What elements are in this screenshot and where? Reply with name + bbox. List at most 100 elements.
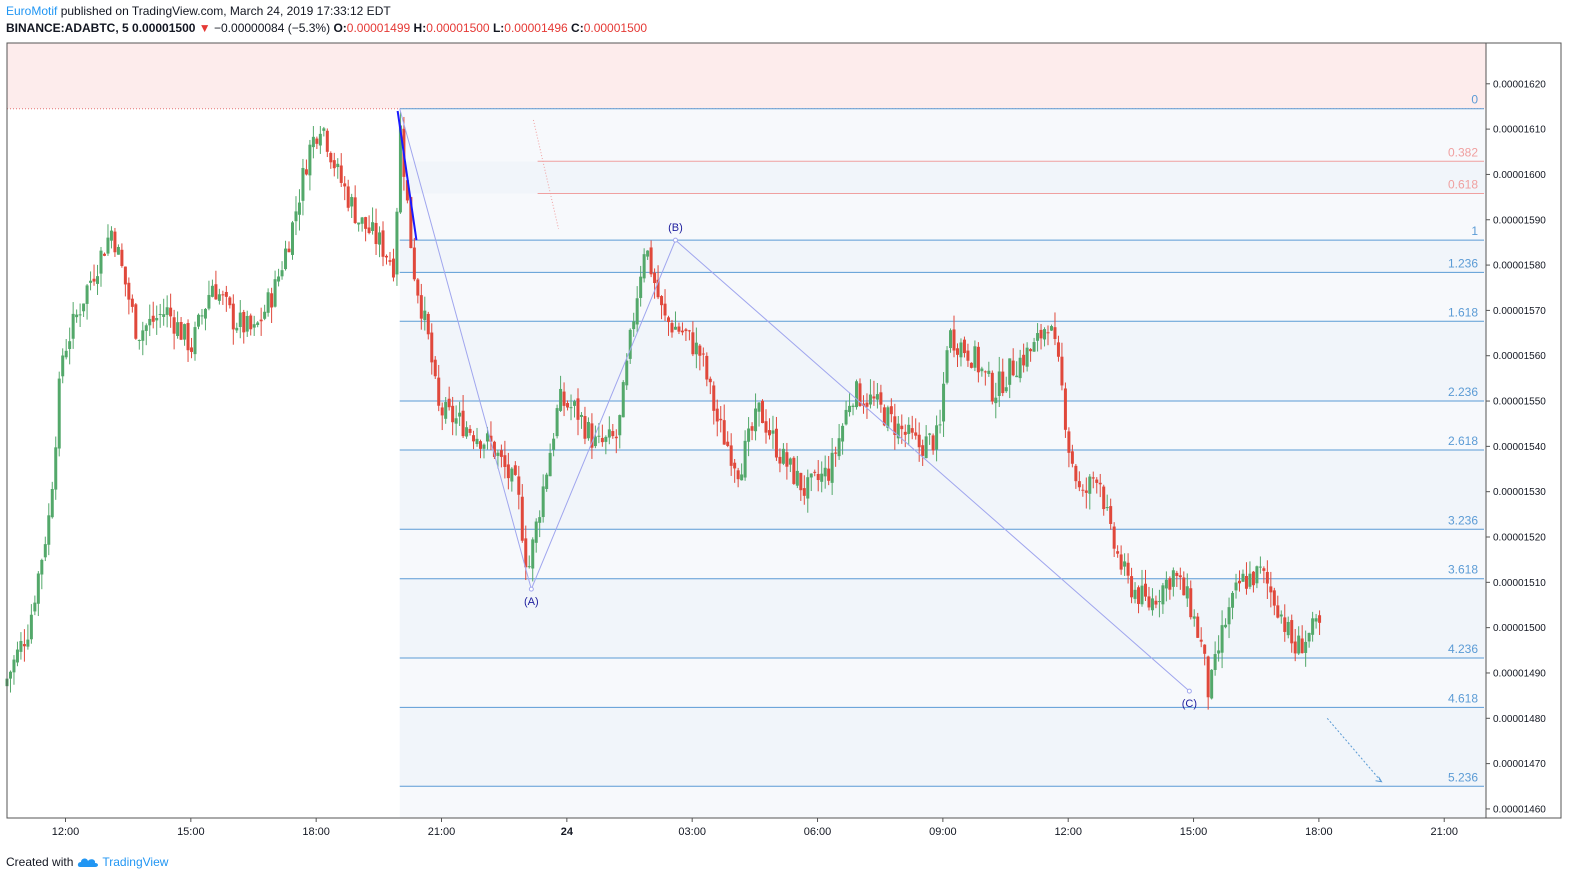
candle-down <box>1290 620 1294 644</box>
candle-down <box>774 428 778 458</box>
y-tick-label: 0.00001620 <box>1493 79 1546 90</box>
y-tick-label: 0.00001470 <box>1493 759 1546 770</box>
candle-up <box>290 222 294 255</box>
tradingview-cloud-icon[interactable] <box>77 855 99 869</box>
candle-down <box>1046 332 1050 334</box>
x-tick-label: 15:00 <box>1180 826 1208 838</box>
candle-down <box>729 445 733 466</box>
candle-up <box>747 428 751 442</box>
y-tick-label: 0.00001490 <box>1493 668 1546 679</box>
candle-down <box>562 391 566 406</box>
fib-band <box>399 529 1487 579</box>
price-axis[interactable]: 0.00001620 0.00001610 0.00001600 0.00001590… <box>1486 79 1546 815</box>
candle-down <box>506 464 510 479</box>
candle-up <box>618 415 622 436</box>
candle-up <box>318 133 322 146</box>
candle-down <box>705 355 709 380</box>
candle-up <box>196 314 200 327</box>
candle-down <box>680 330 684 333</box>
candle-up <box>1088 476 1092 494</box>
candle-down <box>1300 638 1304 654</box>
publisher-username[interactable]: EuroMotif <box>6 4 58 18</box>
candle-down <box>858 383 862 406</box>
candle-down <box>962 339 966 354</box>
publish-header: EuroMotif published on TradingView.com, … <box>6 4 391 18</box>
candle-down <box>479 441 483 449</box>
footer: Created with TradingView <box>6 855 168 869</box>
candle-up <box>781 448 785 464</box>
candle-down <box>1056 342 1060 357</box>
candle-down <box>566 403 570 408</box>
candle-down <box>426 313 430 335</box>
candle-up <box>1008 358 1012 385</box>
candle-down <box>1112 526 1116 549</box>
fib-level-label: 2.236 <box>1448 385 1478 399</box>
candle-down <box>1011 360 1015 376</box>
candle-down <box>1168 578 1172 590</box>
time-axis[interactable]: 12:00 15:00 18:00 21:00 24 03:00 06:00 09:00 12:… <box>52 818 1458 838</box>
candle-up <box>106 237 110 254</box>
candle-up <box>360 217 364 224</box>
candle-up <box>1015 375 1019 378</box>
y-tick-label: 0.00001570 <box>1493 306 1546 317</box>
candle-down <box>736 470 740 480</box>
x-tick-label: 18:00 <box>1305 826 1333 838</box>
tradingview-brand[interactable]: TradingView <box>102 855 169 869</box>
candle-down <box>917 434 921 448</box>
candle-up <box>1164 579 1168 589</box>
fib-band <box>399 108 1487 162</box>
candle-up <box>907 424 911 435</box>
candle-down <box>1119 554 1123 570</box>
candle-up <box>559 388 563 411</box>
fib-trend-line <box>532 119 559 229</box>
candle-down <box>910 428 914 433</box>
candle-up <box>1217 650 1221 654</box>
candle-down <box>1070 451 1074 464</box>
x-tick-label: 15:00 <box>177 826 205 838</box>
candle-up <box>1185 586 1189 599</box>
candle-up <box>40 559 44 575</box>
candle-down <box>656 279 660 298</box>
candle-up <box>155 318 159 321</box>
candle-up <box>1157 601 1161 603</box>
wave-label: (A) <box>524 596 539 608</box>
y-tick-label: 0.00001480 <box>1493 714 1546 725</box>
candle-down <box>520 496 524 541</box>
x-tick-label: 09:00 <box>929 826 957 838</box>
candle-down <box>391 258 395 278</box>
candle-down <box>889 406 893 415</box>
candle-down <box>983 371 987 373</box>
candle-up <box>496 452 500 456</box>
candle-up <box>423 310 427 320</box>
candle-down <box>893 416 897 435</box>
candle-up <box>1311 618 1315 635</box>
created-with-text: Created with <box>6 855 74 869</box>
candle-down <box>653 272 657 284</box>
candle-up <box>36 573 40 604</box>
candle-up <box>162 314 166 317</box>
candle-up <box>68 341 72 349</box>
candle-down <box>430 332 434 363</box>
candle-down <box>270 293 274 308</box>
close-value: 0.00001500 <box>583 21 648 35</box>
candle-up <box>1049 326 1053 331</box>
candle-down <box>701 353 705 355</box>
y-tick-label: 0.00001510 <box>1493 578 1546 589</box>
candle-down <box>834 452 838 454</box>
fib-band <box>399 161 1487 194</box>
y-tick-label: 0.00001460 <box>1493 804 1546 815</box>
candle-down <box>92 278 96 282</box>
candle-up <box>809 473 813 478</box>
candle-down <box>865 402 869 407</box>
trend-line <box>396 110 418 241</box>
candle-up <box>757 402 761 412</box>
y-tick-label: 0.00001530 <box>1493 487 1546 498</box>
candle-up <box>552 438 556 450</box>
candle-up <box>454 418 458 424</box>
candle-down <box>228 297 232 306</box>
candle-up <box>8 671 12 679</box>
candle-down <box>1029 349 1033 352</box>
resistance-zone <box>7 43 1486 109</box>
candle-up <box>531 539 535 569</box>
